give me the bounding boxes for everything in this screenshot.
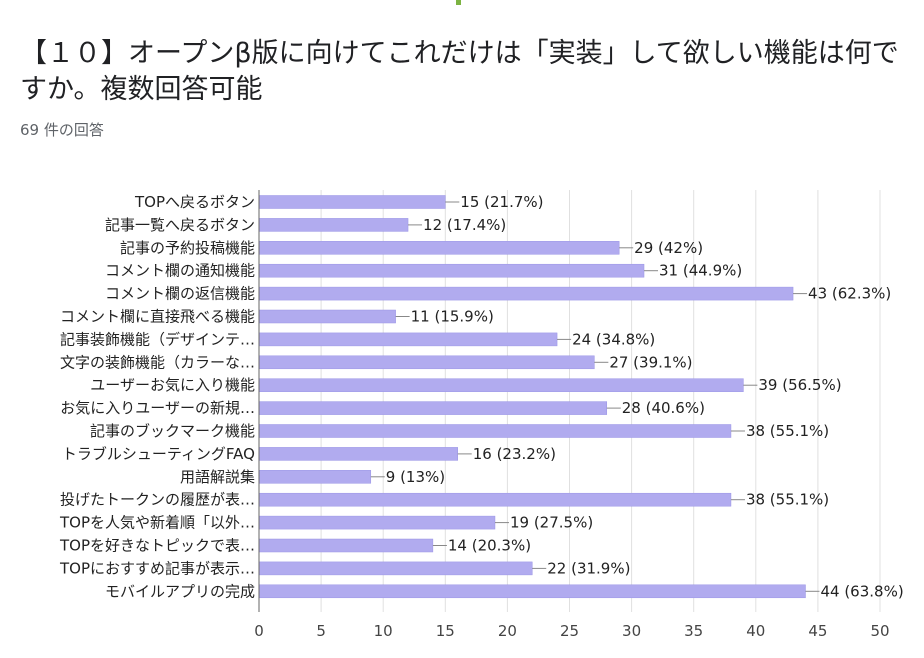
category-label: トラブルシューティングFAQ	[62, 445, 255, 463]
x-tick-label: 25	[560, 622, 579, 640]
bars	[258, 195, 806, 599]
category-label: 記事一覧へ戻るボタン	[105, 216, 255, 234]
x-tick-label: 0	[254, 622, 264, 640]
bar	[258, 401, 608, 415]
category-label: コメント欄の通知機能	[105, 262, 255, 280]
x-tick-label: 50	[870, 622, 889, 640]
category-label: 記事の予約投稿機能	[120, 239, 255, 257]
bar	[258, 515, 496, 530]
category-label: 記事装飾機能（デザインテ…	[60, 330, 255, 348]
x-tick-label: 35	[684, 622, 703, 640]
data-labels: 15 (21.7%) 12 (17.4%) 29 (42%) 31 (44.9%) 43…	[386, 193, 904, 600]
accent-marker	[456, 0, 461, 5]
bar	[258, 538, 434, 553]
top-accent-bar	[0, 0, 924, 8]
data-label: 15 (21.7%)	[460, 193, 543, 211]
data-label: 16 (23.2%)	[473, 445, 556, 463]
bar	[258, 424, 732, 438]
leader-lines	[370, 201, 820, 592]
category-label: TOPを好きなトピックで表…	[59, 537, 255, 555]
category-label: ユーザーお気に入り機能	[90, 376, 255, 394]
bar	[258, 355, 595, 370]
category-label: TOPを人気や新着順「以外…	[59, 514, 255, 532]
bar	[258, 241, 620, 255]
data-label: 31 (44.9%)	[659, 262, 742, 280]
bar	[258, 309, 396, 324]
category-label: 投げたトークンの履歴が表…	[60, 491, 255, 509]
category-label: お気に入りユーザーの新規…	[60, 399, 255, 417]
data-label: 43 (62.3%)	[808, 285, 891, 303]
response-count: 69 件の回答	[20, 121, 104, 139]
data-label: 39 (56.5%)	[758, 376, 841, 394]
bar	[258, 263, 645, 278]
category-label: コメント欄に直接飛べる機能	[60, 308, 255, 326]
x-tick-label: 45	[808, 622, 827, 640]
data-label: 14 (20.3%)	[448, 537, 531, 555]
category-label: TOPにおすすめ記事が表示…	[59, 559, 255, 577]
question-title: 【１０】オープンβ版に向けてこれだけは「実装」して欲しい機能は何ですか。複数回答…	[20, 38, 899, 105]
data-label: 12 (17.4%)	[423, 216, 506, 234]
category-label: 用語解説集	[180, 468, 255, 486]
x-tick-label: 20	[498, 622, 517, 640]
x-tick-label: 15	[436, 622, 455, 640]
category-label: モバイルアプリの完成	[105, 582, 255, 600]
bar	[258, 378, 744, 392]
x-tick-label: 30	[622, 622, 641, 640]
data-label: 29 (42%)	[634, 239, 703, 257]
bar	[258, 584, 806, 599]
data-label: 38 (55.1%)	[746, 491, 829, 509]
category-label: TOPへ戻るボタン	[134, 193, 255, 211]
data-label: 11 (15.9%)	[411, 308, 494, 326]
data-label: 44 (63.8%)	[820, 582, 903, 600]
x-tick-label: 10	[374, 622, 393, 640]
category-labels: TOPへ戻るボタン記事一覧へ戻るボタン記事の予約投稿機能コメント欄の通知機能コメ…	[59, 193, 255, 600]
data-label: 28 (40.6%)	[622, 399, 705, 417]
bar	[258, 561, 533, 576]
data-label: 24 (34.8%)	[572, 330, 655, 348]
data-label: 38 (55.1%)	[746, 422, 829, 440]
data-label: 22 (31.9%)	[547, 559, 630, 577]
bar	[258, 332, 558, 347]
data-label: 27 (39.1%)	[609, 353, 692, 371]
bar	[258, 447, 458, 461]
x-tick-label: 5	[316, 622, 326, 640]
bar	[258, 470, 372, 484]
bar	[258, 218, 409, 232]
data-label: 19 (27.5%)	[510, 514, 593, 532]
x-axis-ticks: 0 5 10 15 20 25 30 35 40 45 50	[254, 622, 889, 640]
data-label: 9 (13%)	[386, 468, 445, 486]
category-label: 文字の装飾機能（カラーな…	[60, 353, 255, 371]
bar	[258, 195, 446, 209]
bar	[258, 286, 794, 301]
bar	[258, 492, 732, 507]
category-label: 記事のブックマーク機能	[90, 422, 255, 440]
x-tick-label: 40	[746, 622, 765, 640]
category-label: コメント欄の返信機能	[105, 285, 255, 303]
